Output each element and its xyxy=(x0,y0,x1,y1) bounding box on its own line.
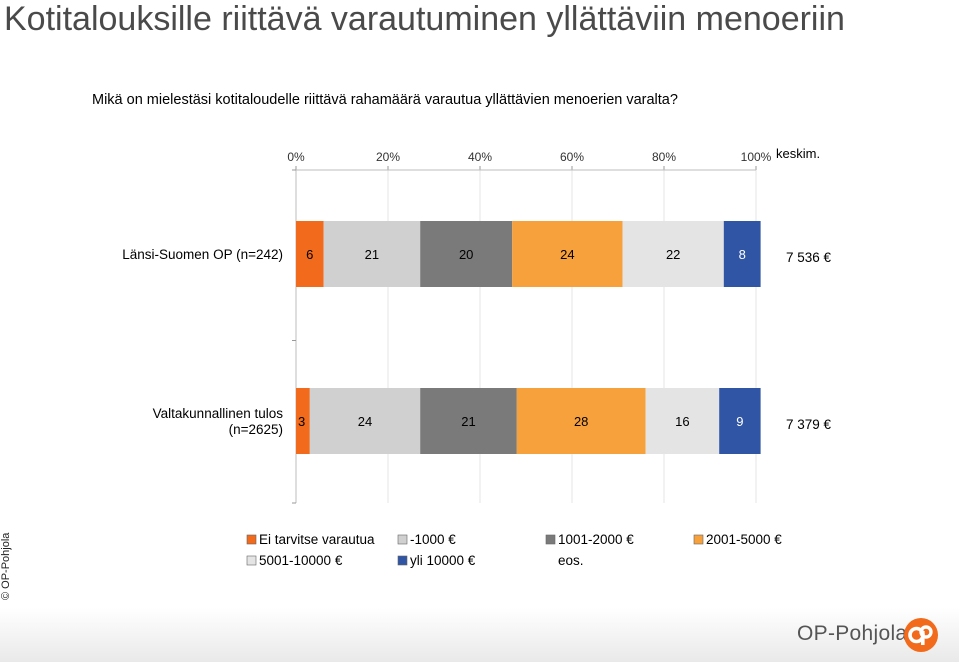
legend-swatch xyxy=(397,555,408,566)
x-tick-label: 80% xyxy=(652,150,676,164)
bar-segment xyxy=(420,221,513,287)
legend-item: 2001-5000 € xyxy=(693,532,782,547)
category-label: Länsi-Suomen OP (n=242) xyxy=(122,247,283,262)
survey-question: Mikä on mielestäsi kotitaloudelle riittä… xyxy=(92,92,678,108)
average-value: 7 536 € xyxy=(786,250,832,265)
copyright-notice: © OP-Pohjola xyxy=(0,532,12,600)
x-tick-label: 60% xyxy=(560,150,584,164)
bar-segment xyxy=(420,388,517,454)
legend-swatch xyxy=(246,555,257,566)
legend: Ei tarvitse varautua -1000 € 1001-2000 € 20… xyxy=(246,532,782,568)
brand-name: OP-Pohjola xyxy=(797,622,908,645)
bar-segment xyxy=(309,388,421,454)
data-label: 22 xyxy=(666,247,680,262)
data-label: 16 xyxy=(675,414,689,429)
average-value: 7 379 € xyxy=(786,417,832,432)
data-label: 20 xyxy=(459,247,473,262)
legend-swatch xyxy=(545,534,556,545)
page-title: Kotitalouksille riittävä varautuminen yl… xyxy=(4,0,845,38)
legend-swatch xyxy=(693,534,704,545)
legend-item: 5001-10000 € xyxy=(246,553,343,568)
legend-item: yli 10000 € xyxy=(397,553,476,568)
data-label: 9 xyxy=(736,414,743,429)
x-tick-label: 20% xyxy=(376,150,400,164)
legend-item: Ei tarvitse varautua xyxy=(246,532,375,547)
stacked-bar-chart: 0% 20% 40% 60% 80% 100% keskim. 6 21 20 24 22 8 Läns… xyxy=(122,146,831,568)
bar-segment xyxy=(296,388,310,454)
category-label: (n=2625) xyxy=(229,422,283,437)
labels: 6 21 20 24 22 8 Länsi-Suomen OP (n=242) 7 536 €… xyxy=(122,247,831,437)
bar-segment xyxy=(323,221,421,287)
bars xyxy=(296,221,761,454)
data-label: 28 xyxy=(574,414,588,429)
bar-segment xyxy=(512,221,623,287)
legend-label: Ei tarvitse varautua xyxy=(259,532,375,547)
legend-label: 1001-2000 € xyxy=(558,532,634,547)
legend-item: -1000 € xyxy=(397,532,456,547)
axis: 0% 20% 40% 60% 80% 100% keskim. xyxy=(287,146,820,504)
data-label: 24 xyxy=(560,247,574,262)
data-label: 3 xyxy=(298,414,305,429)
category-label: Valtakunnallinen tulos xyxy=(153,406,284,421)
bar-segment xyxy=(723,221,761,287)
bar-segment xyxy=(296,221,324,287)
footer-band xyxy=(0,608,959,662)
data-label: 8 xyxy=(739,247,746,262)
bar-segment xyxy=(516,388,646,454)
data-label: 6 xyxy=(306,247,313,262)
bar-segment xyxy=(645,388,720,454)
legend-label: -1000 € xyxy=(410,532,456,547)
data-label: 21 xyxy=(365,247,379,262)
data-label: 21 xyxy=(461,414,475,429)
legend-label: 2001-5000 € xyxy=(706,532,782,547)
bar-segment xyxy=(719,388,761,454)
bar-segment xyxy=(622,221,724,287)
legend-label: 5001-10000 € xyxy=(259,553,343,568)
average-column-header: keskim. xyxy=(776,146,820,161)
legend-swatch xyxy=(397,534,408,545)
legend-label: yli 10000 € xyxy=(410,553,476,568)
x-tick-label: 40% xyxy=(468,150,492,164)
data-label: 24 xyxy=(358,414,372,429)
x-tick-label: 0% xyxy=(287,150,305,164)
legend-item: 1001-2000 € xyxy=(545,532,634,547)
x-tick-label: 100% xyxy=(741,150,772,164)
legend-label: eos. xyxy=(558,553,584,568)
legend-swatch xyxy=(246,534,257,545)
legend-item: eos. xyxy=(558,553,584,568)
op-logo-icon xyxy=(904,618,938,652)
